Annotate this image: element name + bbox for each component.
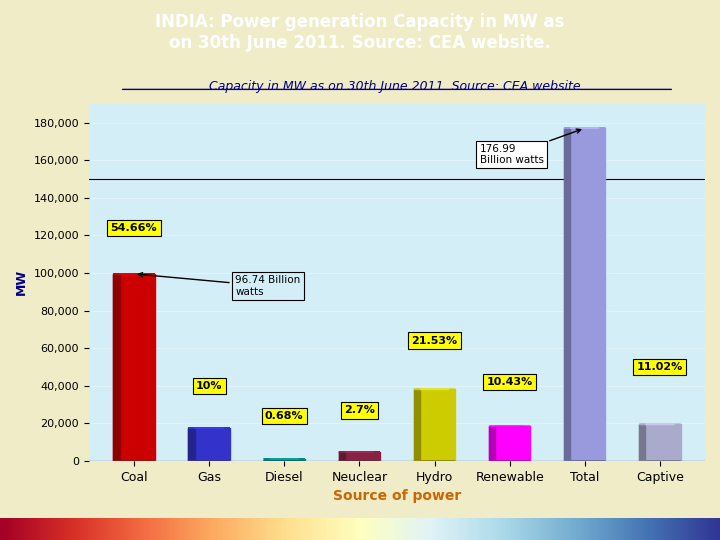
Bar bbox=[264, 459, 270, 461]
Text: 96.74 Billion
watts: 96.74 Billion watts bbox=[138, 273, 301, 297]
Bar bbox=[113, 274, 155, 461]
Text: 2.7%: 2.7% bbox=[344, 406, 375, 415]
Text: 10%: 10% bbox=[196, 381, 222, 391]
Bar bbox=[189, 428, 194, 461]
Text: INDIA: Power generation Capacity in MW as
on 30th June 2011. Source: CEA website: INDIA: Power generation Capacity in MW a… bbox=[156, 13, 564, 52]
Text: 21.53%: 21.53% bbox=[411, 336, 458, 346]
Bar bbox=[489, 427, 531, 461]
Bar bbox=[639, 424, 680, 461]
Bar bbox=[414, 389, 455, 461]
X-axis label: Source of power: Source of power bbox=[333, 489, 461, 503]
Text: 54.66%: 54.66% bbox=[111, 223, 157, 233]
Bar bbox=[264, 459, 305, 461]
Bar bbox=[338, 452, 380, 461]
Bar bbox=[564, 128, 570, 461]
Text: 10.43%: 10.43% bbox=[487, 377, 533, 387]
Y-axis label: MW: MW bbox=[15, 269, 28, 295]
Text: 11.02%: 11.02% bbox=[636, 362, 683, 372]
Bar bbox=[338, 452, 345, 461]
Bar bbox=[414, 389, 420, 461]
Bar bbox=[89, 461, 705, 467]
Bar bbox=[564, 128, 606, 461]
Text: 176.99
Billion watts: 176.99 Billion watts bbox=[480, 129, 581, 165]
Title: Capacity in MW as on 30th June 2011. Source: CEA website.: Capacity in MW as on 30th June 2011. Sou… bbox=[209, 80, 585, 93]
Bar bbox=[489, 427, 495, 461]
Text: 0.68%: 0.68% bbox=[265, 411, 304, 421]
Bar bbox=[113, 274, 120, 461]
Bar bbox=[639, 424, 645, 461]
Bar bbox=[189, 428, 230, 461]
